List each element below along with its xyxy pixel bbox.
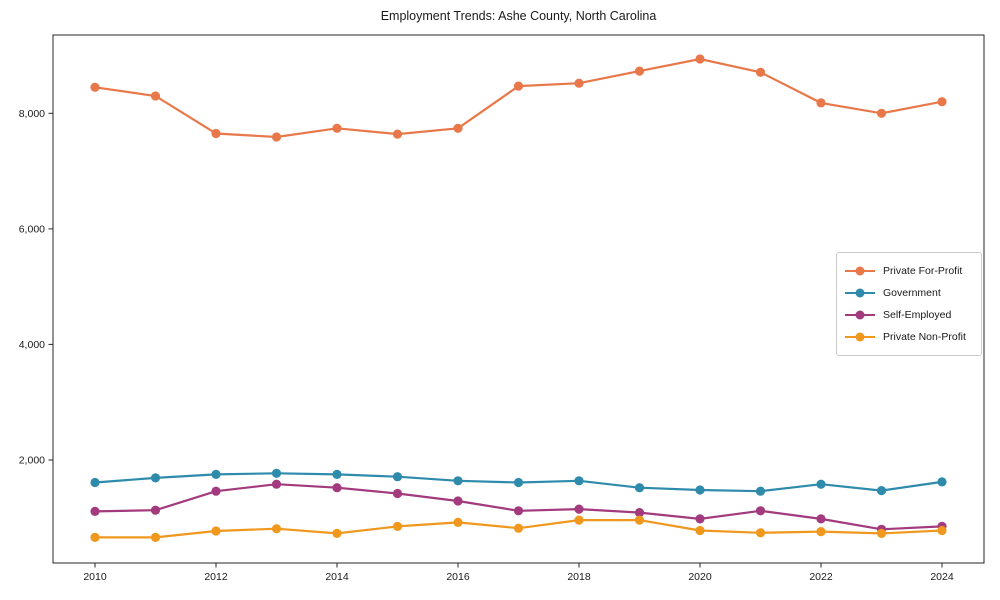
data-point xyxy=(574,504,584,514)
data-point xyxy=(150,505,161,515)
series-self-employed xyxy=(90,479,947,534)
data-point xyxy=(150,473,161,483)
x-tick-label: 2010 xyxy=(83,571,107,583)
chart-title: Employment Trends: Ashe County, North Ca… xyxy=(380,9,657,23)
legend-item-self-employed: Self-Employed xyxy=(845,304,973,326)
line-marker-icon xyxy=(845,266,875,277)
data-point xyxy=(634,515,645,525)
y-tick-label: 2,000 xyxy=(19,455,45,467)
legend-label: Private Non-Profit xyxy=(883,331,966,343)
legend-item-private-non-profit: Private Non-Profit xyxy=(845,326,973,348)
data-point xyxy=(150,532,161,543)
legend-label: Government xyxy=(883,287,941,299)
data-point xyxy=(453,123,463,133)
series-line xyxy=(94,57,943,139)
data-point xyxy=(755,506,766,516)
data-point xyxy=(211,526,221,536)
legend-label: Self-Employed xyxy=(883,309,952,321)
data-point xyxy=(271,132,282,142)
data-point xyxy=(392,129,403,139)
data-point xyxy=(937,477,947,487)
data-point xyxy=(876,486,887,496)
data-point xyxy=(816,98,826,108)
y-tick-label: 4,000 xyxy=(19,339,45,351)
series-private-non-profit xyxy=(90,515,947,543)
data-point xyxy=(90,532,100,543)
data-point xyxy=(332,483,342,493)
x-tick-label: 2012 xyxy=(204,571,228,583)
data-point xyxy=(211,469,221,479)
data-point xyxy=(816,527,826,537)
data-point xyxy=(695,485,705,495)
data-point xyxy=(755,528,766,538)
data-point xyxy=(90,506,100,516)
legend-item-government: Government xyxy=(845,282,973,304)
series-private-for-profit xyxy=(90,54,947,142)
x-axis: 2010 2012 2014 2016 2018 2020 2022 2024 xyxy=(83,563,954,583)
data-point xyxy=(271,524,282,534)
y-axis: 2,000 4,000 6,000 8,000 xyxy=(19,108,53,467)
legend: Private For-Profit Government Self-Emplo… xyxy=(836,252,982,356)
y-tick-label: 8,000 xyxy=(19,108,45,120)
data-point xyxy=(816,479,826,489)
data-point xyxy=(453,496,463,506)
data-point xyxy=(513,506,524,516)
data-point xyxy=(937,97,947,107)
line-marker-icon xyxy=(845,288,875,299)
data-point xyxy=(695,54,705,64)
x-tick-label: 2022 xyxy=(809,571,833,583)
data-point xyxy=(90,477,100,488)
data-point xyxy=(150,91,161,101)
x-tick-label: 2020 xyxy=(688,571,712,583)
data-point xyxy=(574,476,584,486)
series-government xyxy=(90,468,947,496)
y-tick-label: 6,000 xyxy=(19,224,45,236)
data-point xyxy=(211,486,221,496)
data-point xyxy=(816,514,826,524)
data-point xyxy=(574,515,584,525)
data-point xyxy=(513,81,524,91)
legend-item-private-for-profit: Private For-Profit xyxy=(845,260,973,282)
data-point xyxy=(513,477,524,488)
data-point xyxy=(453,517,463,528)
data-point xyxy=(453,476,463,486)
data-point xyxy=(574,78,584,88)
data-point xyxy=(392,472,403,482)
data-point xyxy=(332,528,342,539)
data-point xyxy=(755,67,766,77)
x-tick-label: 2018 xyxy=(567,571,591,583)
data-point xyxy=(513,523,524,533)
data-point xyxy=(392,488,403,499)
data-point xyxy=(271,468,282,478)
line-marker-icon xyxy=(845,332,875,343)
plot-frame xyxy=(52,34,985,564)
x-tick-label: 2016 xyxy=(446,571,470,583)
data-point xyxy=(332,123,342,133)
data-point xyxy=(332,469,342,479)
x-tick-label: 2024 xyxy=(930,571,954,583)
data-point xyxy=(211,128,221,139)
line-marker-icon xyxy=(845,310,875,321)
data-point xyxy=(876,528,887,539)
x-tick-label: 2014 xyxy=(325,571,349,583)
data-point xyxy=(271,479,282,489)
data-point xyxy=(755,486,766,496)
data-point xyxy=(90,82,100,92)
data-point xyxy=(634,483,645,493)
data-point xyxy=(876,108,887,118)
data-point xyxy=(695,525,705,536)
data-point xyxy=(695,514,705,524)
data-point xyxy=(937,525,947,536)
data-point xyxy=(634,507,645,518)
legend-label: Private For-Profit xyxy=(883,265,963,277)
data-point xyxy=(392,521,403,532)
data-point xyxy=(634,66,645,76)
